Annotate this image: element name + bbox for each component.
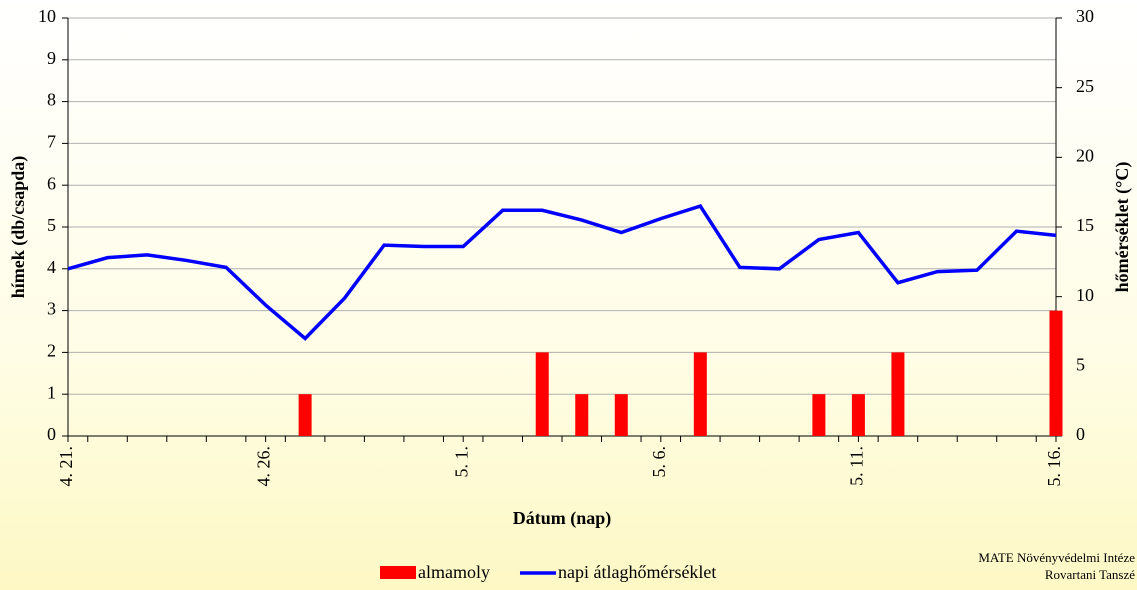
y-tick-label: 0 [47, 424, 56, 444]
y-tick-label: 8 [47, 90, 56, 110]
y-tick-label: 4 [47, 257, 56, 277]
y2-tick-label: 15 [1076, 215, 1094, 235]
bar [1049, 310, 1063, 436]
credit: MATE Növényvédelmi Intéze [978, 550, 1135, 565]
bar [851, 394, 865, 436]
line [67, 204, 1057, 341]
bar [891, 352, 905, 436]
y2-tick-label: 30 [1076, 6, 1094, 26]
bar [693, 352, 707, 436]
y-tick-label: 7 [47, 132, 56, 152]
y-tick-label: 3 [47, 299, 56, 319]
bar [812, 394, 826, 436]
x-axis-title: Dátum (nap) [513, 508, 612, 529]
legend-label: almamoly [418, 562, 490, 582]
y2-tick-label: 0 [1076, 424, 1085, 444]
bar [535, 352, 549, 436]
y2-tick-label: 20 [1076, 145, 1094, 165]
y2-tick-label: 10 [1076, 285, 1094, 305]
y-axis-title: hímek (db/csapda) [8, 156, 29, 299]
legend-swatch [380, 566, 416, 579]
bar [298, 394, 312, 436]
x-tick-label: 5. 11. [847, 446, 867, 486]
y2-tick-label: 25 [1076, 76, 1094, 96]
y-tick-label: 1 [47, 382, 56, 402]
x-tick-label: 5. 1. [451, 446, 471, 478]
x-tick-label: 4. 21. [56, 446, 76, 487]
y2-axis-title: hőmérséklet (°C) [1112, 162, 1133, 293]
y-tick-label: 9 [47, 48, 56, 68]
y2-tick-label: 5 [1076, 354, 1085, 374]
legend-label: napi átlaghőmérséklet [558, 562, 716, 582]
credit: Rovartani Tanszé [1045, 567, 1135, 582]
bar [614, 394, 628, 436]
x-tick-label: 5. 6. [649, 446, 669, 478]
y-tick-label: 10 [38, 6, 56, 26]
y-tick-label: 6 [47, 173, 56, 193]
y-tick-label: 5 [47, 215, 56, 235]
y-tick-label: 2 [47, 341, 56, 361]
bar [575, 394, 589, 436]
x-tick-label: 5. 16. [1044, 446, 1064, 487]
x-tick-label: 4. 26. [254, 446, 274, 487]
